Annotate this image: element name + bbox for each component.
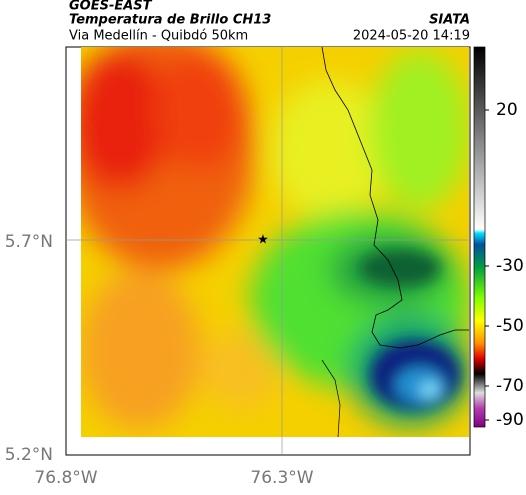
coastline: [321, 46, 469, 349]
colorbar-label: -30: [496, 256, 524, 276]
lon-label: 76.8°W: [34, 468, 97, 488]
station-marker: ★: [257, 233, 269, 248]
region: Via Medellín - Quibdó 50km: [69, 29, 248, 44]
colorbar-label: -70: [496, 376, 524, 396]
lon-label: 76.3°W: [250, 468, 313, 488]
subtitle: Temperatura de Brillo CH13: [69, 13, 271, 28]
colorbar-label: 20: [496, 100, 518, 120]
source: SIATA: [429, 13, 470, 28]
colorbar: [473, 46, 486, 428]
title: GOES-EAST: [69, 0, 153, 14]
colorbar-label: -50: [496, 316, 524, 336]
timestamp: 2024-05-20 14:19: [353, 29, 470, 44]
colorbar-label: -90: [496, 410, 524, 430]
border: [321, 359, 341, 438]
lat-label: 5.7°N: [5, 232, 53, 252]
brightness-field: [81, 47, 469, 437]
lat-label: 5.2°N: [5, 445, 53, 465]
colorbar-ticks: [485, 109, 489, 421]
